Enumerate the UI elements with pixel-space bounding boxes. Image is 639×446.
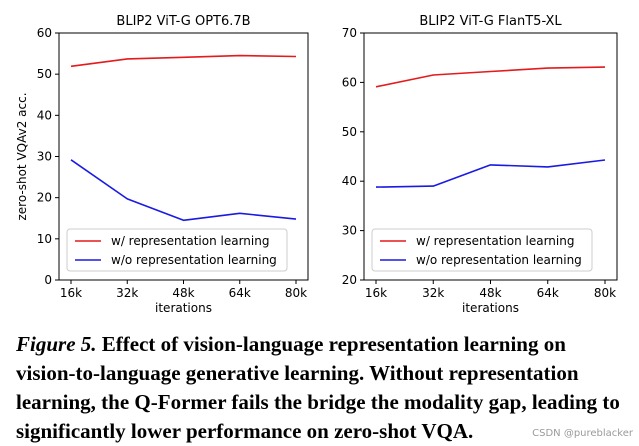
x-tick-label: 64k bbox=[537, 286, 559, 300]
y-tick-label: 50 bbox=[342, 125, 357, 139]
series-line-2 bbox=[375, 159, 606, 188]
x-tick-label: 80k bbox=[285, 286, 307, 300]
y-tick-label: 50 bbox=[37, 67, 52, 81]
series-line-1 bbox=[70, 54, 297, 68]
y-tick-label: 10 bbox=[37, 232, 52, 246]
x-tick-label: 48k bbox=[172, 286, 194, 300]
legend-box bbox=[371, 228, 593, 272]
legend-label-1: w/ representation learning bbox=[416, 234, 574, 248]
y-tick-label: 40 bbox=[342, 174, 357, 188]
x-tick-label: 64k bbox=[229, 286, 251, 300]
y-tick-label: 30 bbox=[342, 224, 357, 238]
legend-box bbox=[66, 228, 288, 272]
figure-charts: BLIP2 ViT-G OPT6.7B 0 10 20 30 40 50 60 16k 32k 48… bbox=[15, 14, 618, 315]
legend: w/ representation learning w/o representa… bbox=[66, 228, 288, 272]
chart-2: BLIP2 ViT-G FlanT5-XL 20 30 40 50 60 70 16k 32k 4… bbox=[342, 14, 618, 315]
plot-frame bbox=[58, 32, 309, 281]
series-line-2 bbox=[70, 159, 297, 222]
chart-title: BLIP2 ViT-G OPT6.7B bbox=[116, 14, 250, 29]
caption-lead: Figure 5. bbox=[16, 332, 97, 356]
y-tick-label: 40 bbox=[37, 108, 52, 122]
legend-label-2: w/o representation learning bbox=[111, 253, 277, 267]
x-tick-label: 32k bbox=[422, 286, 444, 300]
x-tick-label: 16k bbox=[60, 286, 82, 300]
chart-1: BLIP2 ViT-G OPT6.7B 0 10 20 30 40 50 60 16k 32k 48… bbox=[15, 14, 309, 315]
x-tick-label: 80k bbox=[594, 286, 616, 300]
plot-frame bbox=[363, 32, 618, 281]
chart-title: BLIP2 ViT-G FlanT5-XL bbox=[419, 14, 562, 29]
legend-label-1: w/ representation learning bbox=[111, 234, 269, 248]
x-tick-label: 16k bbox=[365, 286, 387, 300]
y-tick-label: 60 bbox=[37, 26, 52, 40]
x-tick-label: 32k bbox=[116, 286, 138, 300]
y-tick-label: 20 bbox=[37, 191, 52, 205]
y-axis-label: zero-shot VQAv2 acc. bbox=[15, 92, 29, 220]
y-tick-label: 70 bbox=[342, 26, 357, 40]
watermark: CSDN @pureblacker bbox=[532, 428, 633, 439]
figure-caption: Figure 5. Effect of vision-language repr… bbox=[16, 330, 628, 446]
y-tick-label: 30 bbox=[37, 150, 52, 164]
y-tick-label: 0 bbox=[44, 273, 52, 287]
x-axis-label: iterations bbox=[155, 301, 212, 315]
series-line-1 bbox=[375, 66, 606, 88]
x-axis-label: iterations bbox=[462, 301, 519, 315]
y-tick-label: 20 bbox=[342, 273, 357, 287]
x-tick-label: 48k bbox=[479, 286, 501, 300]
y-tick-label: 60 bbox=[342, 75, 357, 89]
caption-text: Effect of vision-language representation… bbox=[16, 332, 620, 443]
legend-label-2: w/o representation learning bbox=[416, 253, 582, 267]
legend: w/ representation learning w/o representa… bbox=[371, 228, 593, 272]
